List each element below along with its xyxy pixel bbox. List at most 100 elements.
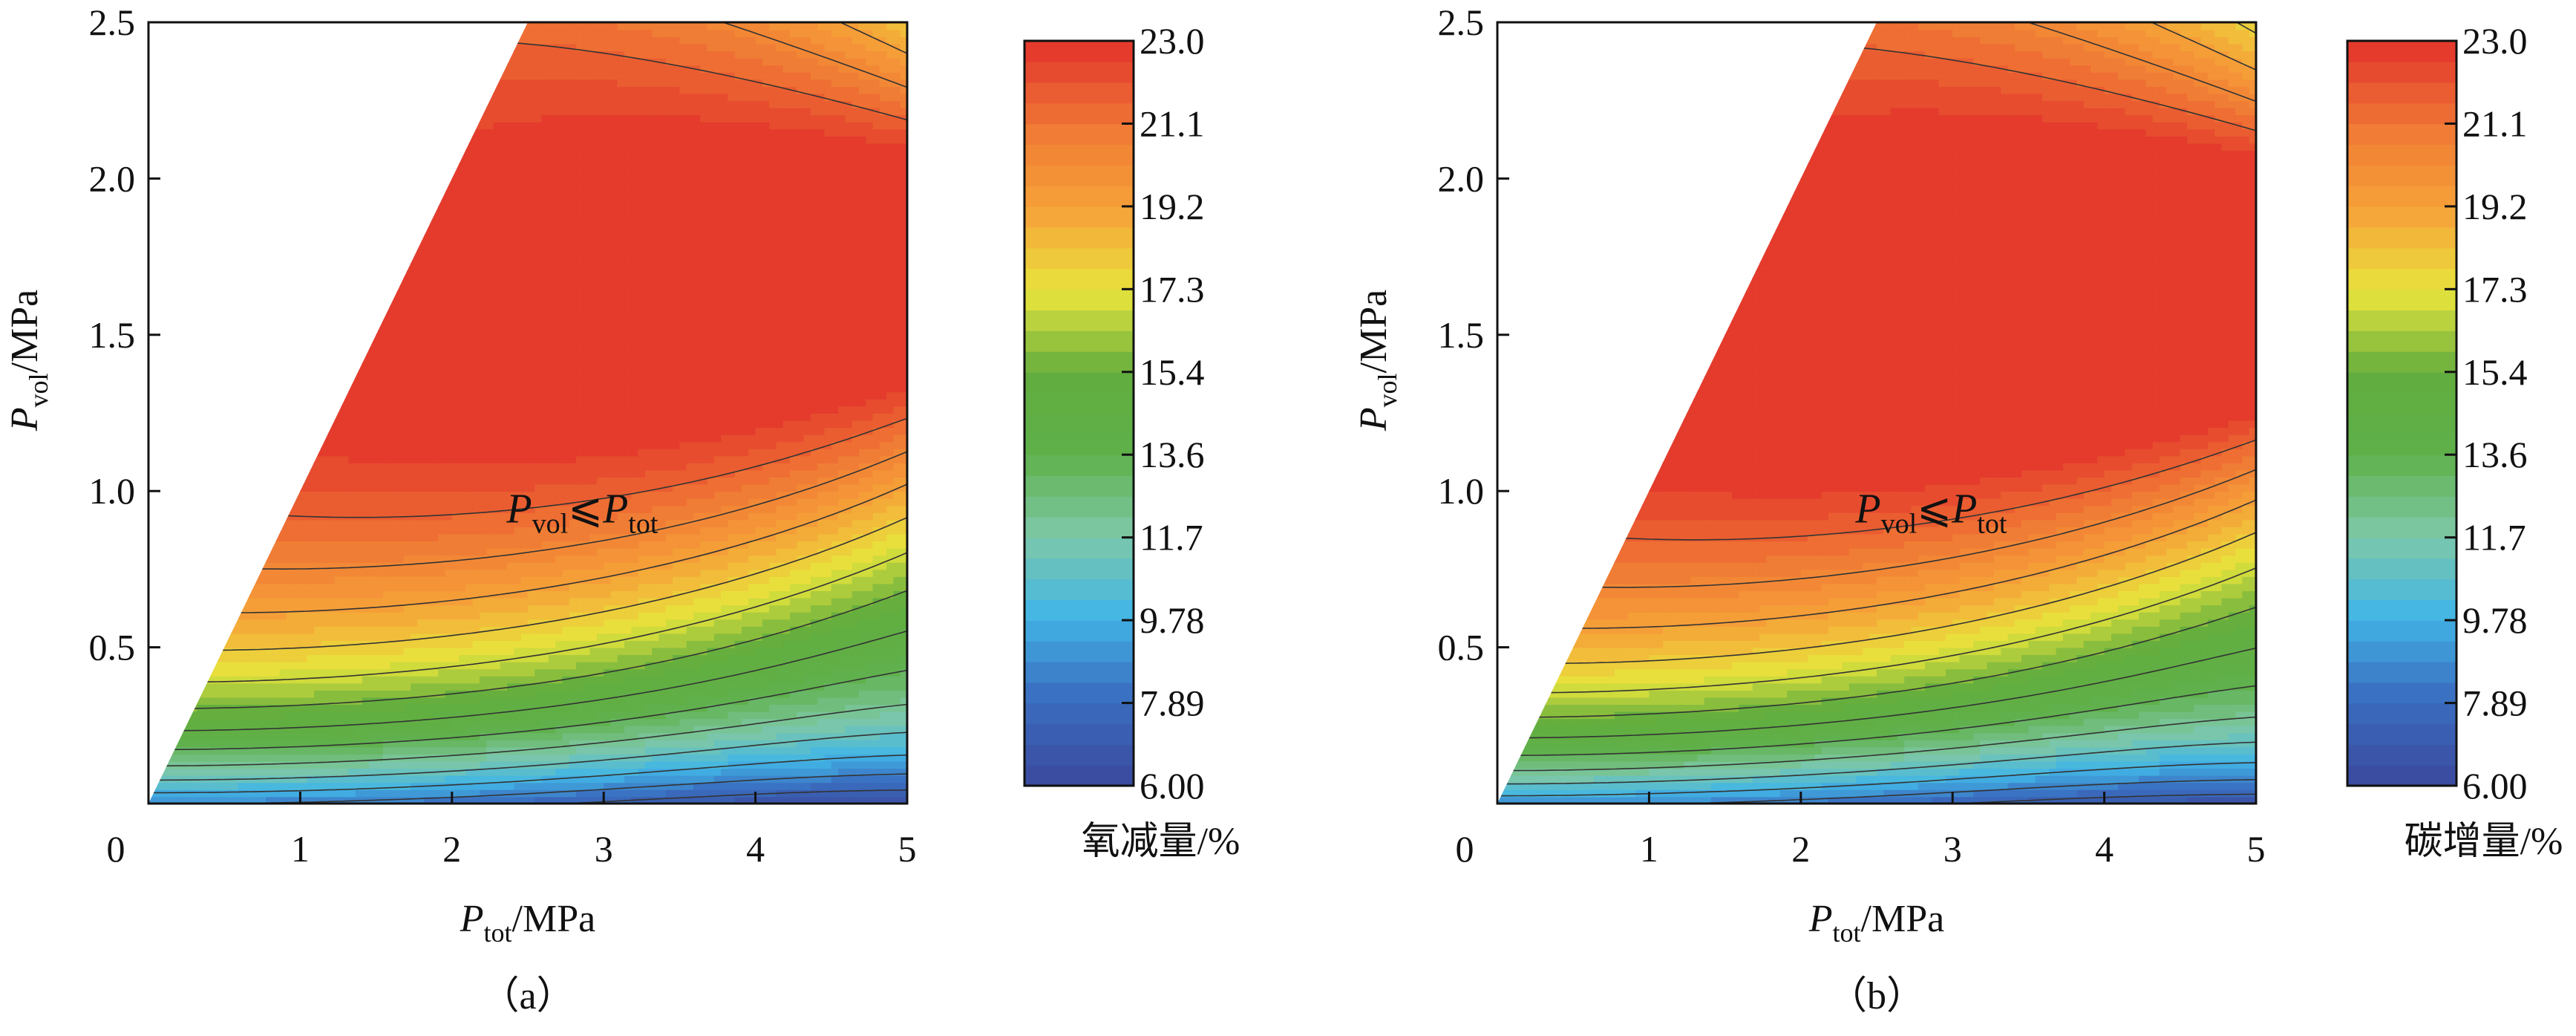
contour-cell bbox=[576, 789, 584, 798]
contour-cell bbox=[782, 625, 791, 634]
contour-cell bbox=[658, 555, 667, 563]
contour-cell bbox=[197, 697, 205, 706]
contour-cell bbox=[900, 739, 907, 748]
contour-cell bbox=[810, 732, 819, 740]
contour-cell bbox=[769, 682, 777, 691]
contour-cell bbox=[217, 633, 226, 641]
contour-cell bbox=[362, 661, 370, 670]
contour-cell bbox=[728, 732, 736, 740]
contour-cell bbox=[679, 661, 687, 670]
contour-cell bbox=[679, 746, 687, 755]
contour-cell bbox=[472, 789, 480, 798]
contour-cell bbox=[169, 583, 177, 591]
contour-cell bbox=[569, 547, 577, 556]
contour-cell bbox=[382, 768, 391, 776]
contour-cell bbox=[362, 768, 370, 776]
contour-cell bbox=[817, 555, 826, 563]
contour-cell bbox=[679, 782, 687, 790]
contour-cell bbox=[472, 605, 480, 613]
contour-cell bbox=[438, 555, 446, 563]
contour-cell bbox=[838, 519, 846, 527]
contour-cell bbox=[535, 590, 543, 599]
contour-cell bbox=[327, 619, 336, 627]
contour-cell bbox=[900, 718, 907, 726]
contour-cell bbox=[769, 619, 777, 627]
contour-cell bbox=[886, 704, 895, 712]
contour-cell bbox=[596, 754, 605, 762]
contour-cell bbox=[707, 483, 715, 492]
contour-cell bbox=[382, 625, 391, 634]
contour-cell bbox=[541, 512, 549, 521]
contour-cell bbox=[479, 640, 488, 648]
contour-cell bbox=[886, 597, 895, 606]
contour-cell bbox=[486, 576, 494, 584]
contour-cell bbox=[293, 647, 301, 656]
contour-cell bbox=[866, 533, 874, 542]
contour-cell bbox=[851, 491, 860, 499]
contour-cell bbox=[617, 505, 625, 513]
contour-cell bbox=[417, 590, 425, 599]
contour-cell bbox=[451, 569, 460, 577]
contour-cell bbox=[838, 654, 846, 662]
contour-cell bbox=[252, 768, 260, 776]
contour-cell bbox=[535, 541, 543, 549]
contour-cell bbox=[652, 519, 660, 527]
contour-cell bbox=[362, 746, 370, 755]
contour-cell bbox=[728, 768, 736, 776]
contour-cell bbox=[583, 718, 591, 726]
contour-cell bbox=[528, 718, 536, 726]
contour-cell bbox=[376, 633, 384, 641]
contour-cell bbox=[382, 611, 391, 620]
contour-cell bbox=[872, 754, 880, 762]
contour-cell bbox=[693, 505, 702, 513]
contour-cell bbox=[217, 576, 226, 584]
contour-cell bbox=[500, 782, 509, 790]
contour-cell bbox=[569, 668, 577, 677]
contour-cell bbox=[334, 547, 343, 556]
contour-cell bbox=[824, 689, 832, 698]
contour-cell bbox=[576, 746, 584, 755]
contour-cell bbox=[334, 519, 343, 527]
contour-cell bbox=[665, 533, 674, 542]
contour-cell bbox=[707, 640, 715, 648]
contour-cell bbox=[493, 760, 501, 769]
contour-cell bbox=[459, 569, 467, 577]
contour-cell bbox=[569, 739, 577, 748]
contour-cell bbox=[782, 725, 791, 734]
contour-cell bbox=[569, 746, 577, 755]
contour-cell bbox=[459, 477, 467, 485]
contour-cell bbox=[769, 590, 777, 599]
contour-cell bbox=[176, 569, 184, 577]
contour-cell bbox=[693, 576, 702, 584]
contour-cell bbox=[528, 725, 536, 734]
contour-cell bbox=[382, 491, 391, 499]
contour-cell bbox=[638, 725, 646, 734]
contour-cell bbox=[307, 782, 315, 790]
contour-cell bbox=[369, 625, 377, 634]
contour-cell bbox=[569, 768, 577, 776]
contour-cell bbox=[644, 605, 653, 613]
contour-cell bbox=[583, 519, 591, 527]
contour-cell bbox=[313, 754, 322, 762]
contour-cell bbox=[769, 519, 777, 527]
contour-cell bbox=[189, 569, 197, 577]
contour-cell bbox=[327, 647, 336, 656]
contour-cell bbox=[445, 547, 453, 556]
contour-cell bbox=[252, 519, 260, 527]
contour-cell bbox=[638, 541, 646, 549]
contour-cell bbox=[459, 547, 467, 556]
contour-cell bbox=[742, 611, 750, 620]
contour-cell bbox=[673, 675, 681, 684]
contour-cell bbox=[589, 682, 598, 691]
contour-cell bbox=[507, 547, 515, 556]
contour-cell bbox=[548, 569, 557, 577]
contour-cell bbox=[507, 505, 515, 513]
contour-cell bbox=[231, 541, 239, 549]
contour-cell bbox=[403, 569, 411, 577]
contour-cell bbox=[693, 725, 702, 734]
contour-cell bbox=[721, 746, 729, 755]
contour-cell bbox=[245, 527, 253, 535]
contour-cell bbox=[176, 527, 184, 535]
contour-cell bbox=[451, 625, 460, 634]
contour-cell bbox=[886, 796, 895, 804]
